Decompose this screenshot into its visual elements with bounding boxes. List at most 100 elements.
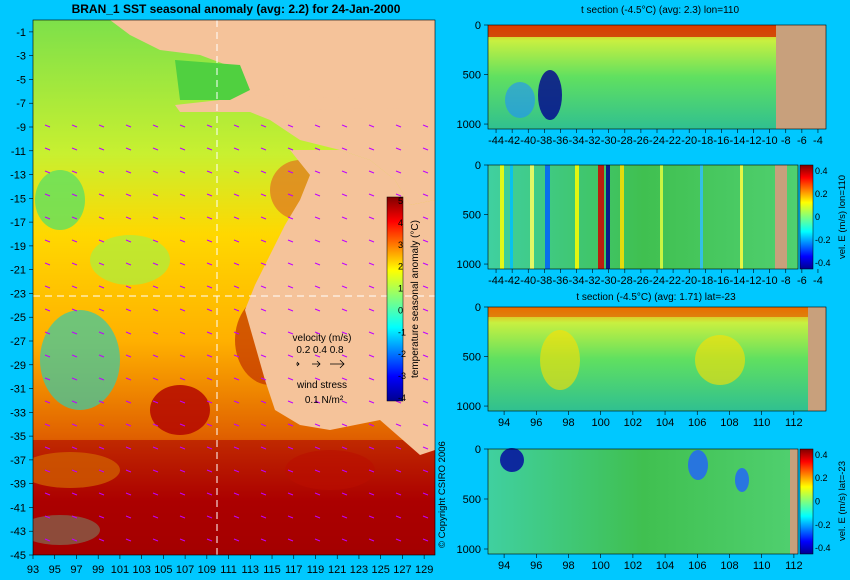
map-lat-tick-label: -39 <box>10 479 26 491</box>
wind-arrow <box>179 400 186 404</box>
map-lat-tick-label: -17 <box>10 217 26 229</box>
wind-arrow <box>206 193 213 197</box>
wind-arrow <box>341 285 348 289</box>
section-x-tick-label: -4 <box>813 135 823 147</box>
map-lat-tick-label: -43 <box>10 526 26 538</box>
velocity-legend-values: 0.2 0.4 0.8 <box>296 345 344 356</box>
section-x-tick-label: 112 <box>785 417 803 429</box>
wind-arrow <box>314 469 321 473</box>
wind-arrow <box>179 492 186 496</box>
wind-arrow <box>341 354 348 358</box>
wind-arrow <box>233 308 240 312</box>
wind-arrow <box>206 147 213 151</box>
wind-arrow <box>125 262 132 266</box>
wind-arrow <box>395 469 402 473</box>
wind-arrow <box>179 538 186 542</box>
wind-arrow <box>422 285 429 289</box>
section-x-tick-label: 108 <box>720 417 738 429</box>
wind-arrow <box>98 170 105 174</box>
wind-arrow <box>233 124 240 128</box>
panel4-plot <box>487 448 799 555</box>
wind-arrow <box>179 515 186 519</box>
wind-arrow <box>44 354 51 358</box>
section-y-tick-label: 1000 <box>457 259 481 271</box>
wind-arrow <box>314 308 321 312</box>
wind-arrow <box>422 492 429 496</box>
map-lat-tick-label: -15 <box>10 193 26 205</box>
map-lon-ticks: 93 95 97 99 101 103 105 107 109 111 113 115 117 119 12… <box>27 555 433 576</box>
wind-arrow <box>71 216 78 220</box>
section-x-tick-label: 102 <box>624 417 642 429</box>
wind-arrow <box>260 193 267 197</box>
wind-arrow <box>152 354 159 358</box>
section-x-tick-label: -14 <box>730 275 746 287</box>
wind-arrow <box>179 216 186 220</box>
wind-arrow <box>98 308 105 312</box>
wind-arrow <box>71 492 78 496</box>
section-x-tick-label: 100 <box>592 560 610 572</box>
wind-arrow <box>368 193 375 197</box>
wind-arrow <box>152 170 159 174</box>
map-lat-ticks: -1 -3 -5 -7 -9 -11 -13 -15 -17 -19 -21 -23 -25 -27 -29… <box>10 27 33 562</box>
wind-arrow <box>179 308 186 312</box>
wind-arrow <box>44 170 51 174</box>
wind-arrow <box>368 216 375 220</box>
wind-arrow <box>44 147 51 151</box>
colorbar-tick-label: -0.4 <box>815 543 831 553</box>
wind-arrow <box>206 354 213 358</box>
wind-arrow <box>125 469 132 473</box>
wind-arrow <box>206 538 213 542</box>
section-x-tick-label: -36 <box>552 275 568 287</box>
map-lat-tick-label: -35 <box>10 431 26 443</box>
wind-arrow <box>287 331 294 335</box>
wind-arrow <box>71 147 78 151</box>
panel3-title: t section (-4.5°C) (avg: 1.71) lat=-23 <box>576 292 736 303</box>
wind-arrow <box>44 124 51 128</box>
wind-arrow <box>287 515 294 519</box>
wind-arrow <box>206 400 213 404</box>
map-lon-tick-label: 99 <box>92 564 104 576</box>
wind-arrow <box>233 446 240 450</box>
wind-arrow <box>206 239 213 243</box>
section-x-tick-label: -12 <box>746 275 762 287</box>
wind-arrow <box>287 308 294 312</box>
colorbar-tick-label: -0.4 <box>815 258 831 268</box>
section-x-tick-label: -44 <box>488 135 504 147</box>
colorbar-tick-label: 0 <box>815 212 820 222</box>
wind-arrow <box>341 124 348 128</box>
wind-arrow <box>125 308 132 312</box>
map-colorbar-tick-label: -1 <box>398 327 406 337</box>
wind-arrow <box>152 239 159 243</box>
wind-arrow <box>341 170 348 174</box>
wind-legend-value: 0.1 N/m² <box>305 395 344 406</box>
wind-arrow <box>287 400 294 404</box>
wind-arrow <box>44 377 51 381</box>
velocity-legend-arrows <box>296 359 345 369</box>
map-colorbar-tick-label: 4 <box>398 218 403 228</box>
wind-arrow <box>98 446 105 450</box>
section-x-tick-label: -28 <box>617 275 633 287</box>
wind-arrow <box>206 515 213 519</box>
wind-arrow <box>233 469 240 473</box>
panel2-plot <box>487 164 799 270</box>
wind-arrow <box>125 147 132 151</box>
section-x-tick-label: 112 <box>785 560 803 572</box>
wind-arrow <box>341 331 348 335</box>
section-x-tick-label: -32 <box>585 135 601 147</box>
wind-arrow <box>314 423 321 427</box>
map-lon-tick-label: 129 <box>415 564 433 576</box>
wind-arrow <box>314 492 321 496</box>
wind-arrow <box>44 239 51 243</box>
panel2-y-ticks: 0 500 1000 <box>457 160 488 271</box>
wind-arrow <box>71 170 78 174</box>
map-lat-tick-label: -11 <box>11 146 26 158</box>
wind-arrow <box>152 400 159 404</box>
section-y-tick-label: 1000 <box>457 119 481 131</box>
wind-arrow <box>260 515 267 519</box>
wind-arrow <box>422 446 429 450</box>
wind-arrow <box>422 469 429 473</box>
wind-arrow <box>44 193 51 197</box>
section-y-tick-label: 1000 <box>457 401 481 413</box>
wind-arrow <box>422 170 429 174</box>
wind-arrow <box>341 538 348 542</box>
